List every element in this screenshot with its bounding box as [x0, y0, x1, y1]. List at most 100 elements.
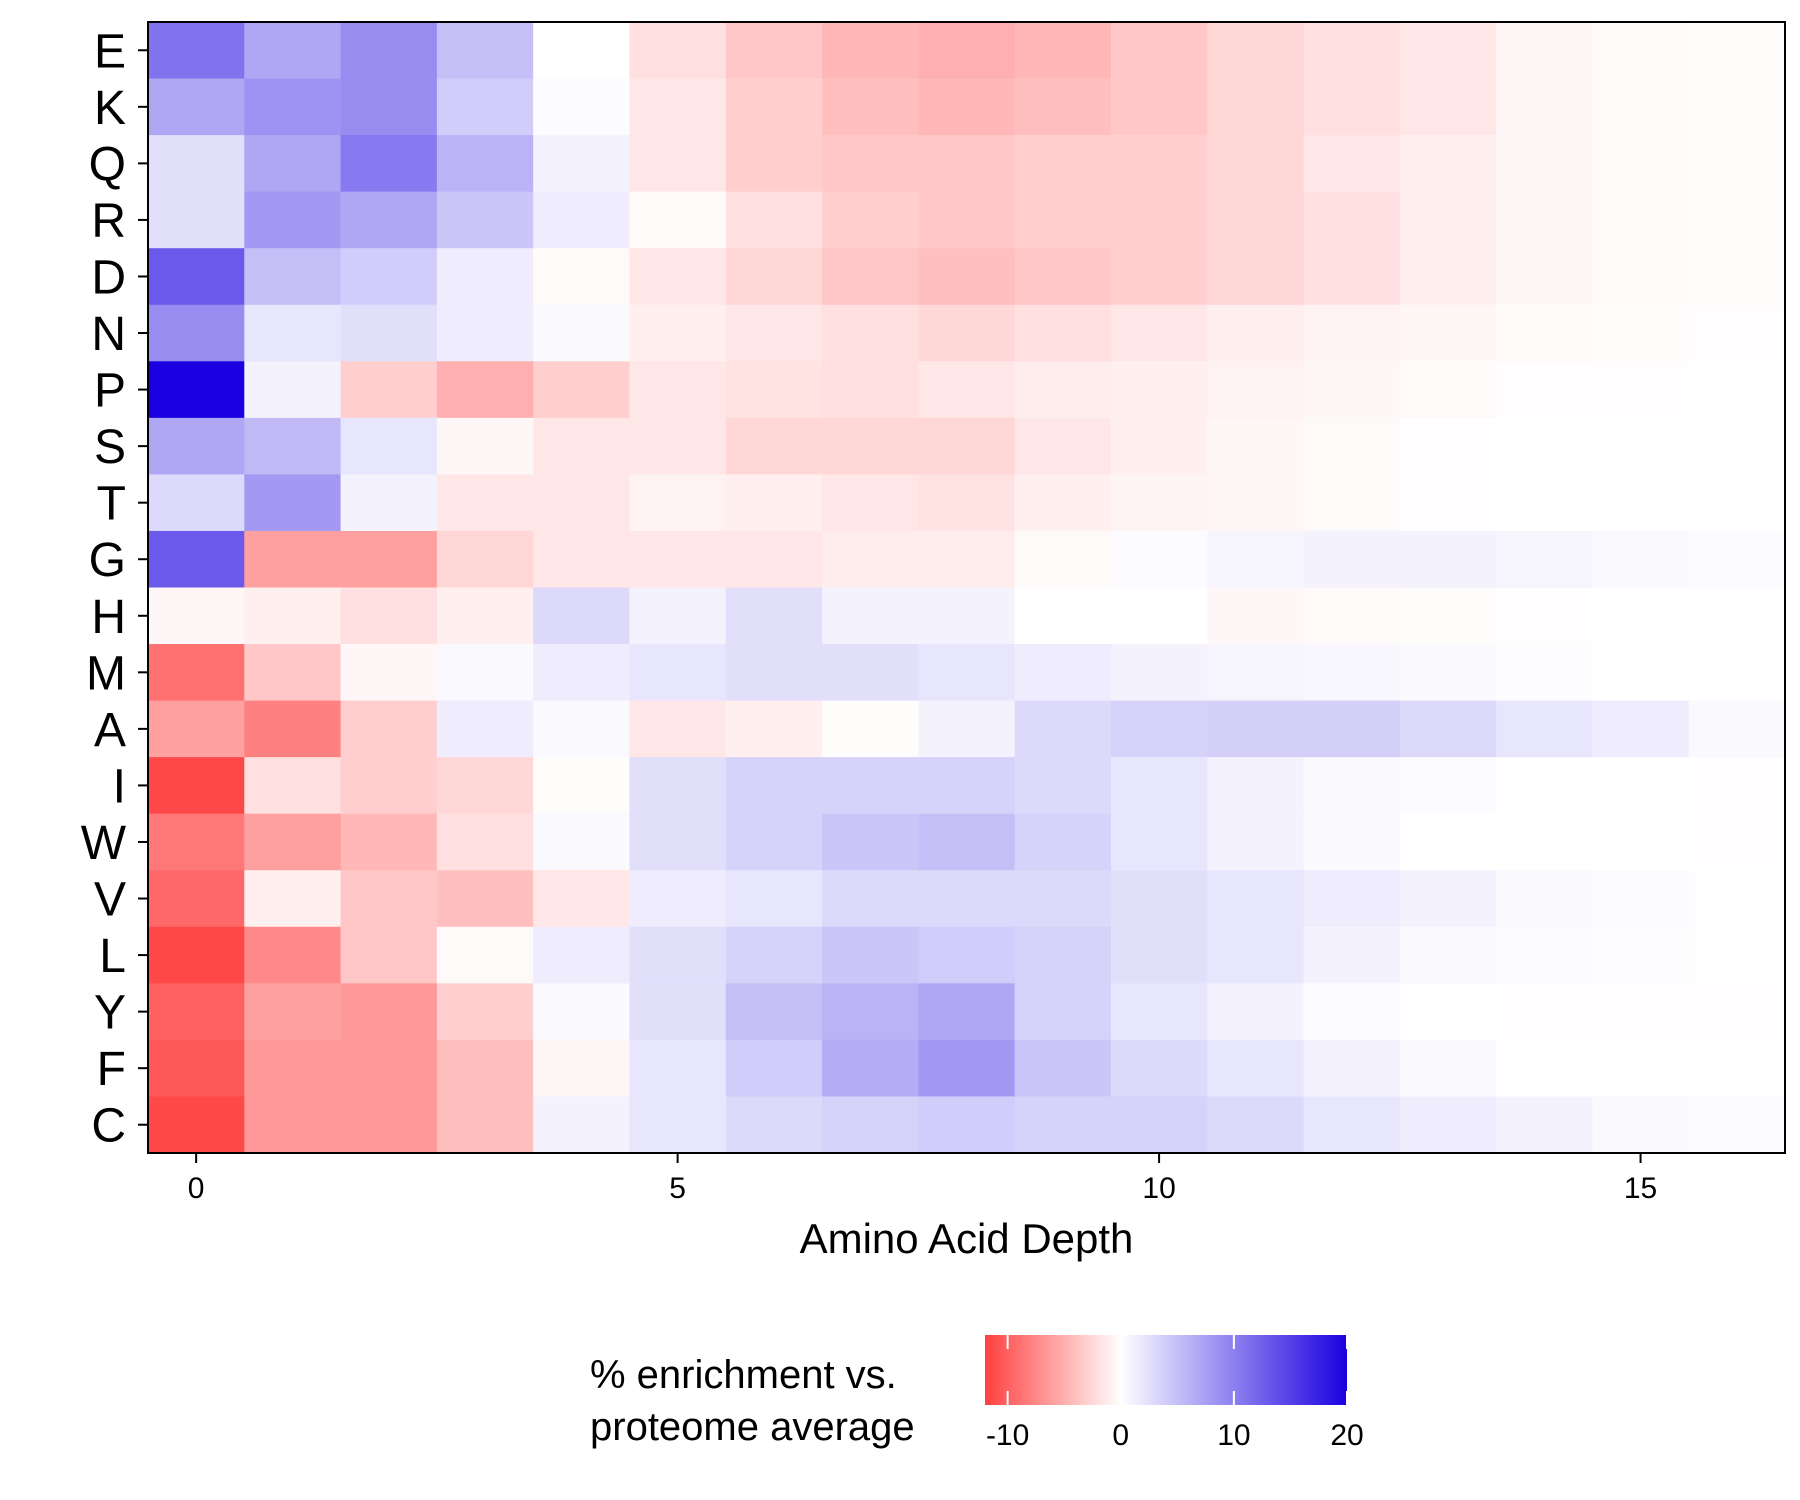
heatmap-cell-A-7 — [822, 700, 919, 758]
heatmap-cell-E-13 — [1399, 22, 1497, 80]
y-tick-label-N: N — [91, 308, 126, 361]
heatmap-cell-P-4 — [533, 361, 631, 419]
heatmap-cell-G-5 — [629, 530, 727, 589]
heatmap-cell-S-11 — [1207, 417, 1305, 475]
heatmap-cell-Y-1 — [244, 983, 342, 1041]
heatmap-cell-G-11 — [1207, 530, 1305, 589]
heatmap-cell-Q-11 — [1207, 135, 1305, 193]
heatmap-cell-V-10 — [1110, 870, 1208, 928]
heatmap-cell-R-13 — [1399, 191, 1497, 249]
heatmap-cell-E-2 — [340, 22, 438, 80]
y-tick-label-Y: Y — [94, 987, 126, 1040]
heatmap-cell-Q-3 — [436, 135, 534, 193]
heatmap-cell-D-0 — [148, 248, 245, 306]
heatmap-cell-D-15 — [1592, 248, 1690, 306]
heatmap-cell-K-13 — [1399, 78, 1497, 136]
heatmap-cell-W-11 — [1207, 813, 1305, 871]
heatmap-cell-T-9 — [1014, 474, 1112, 532]
heatmap-cell-T-12 — [1303, 474, 1401, 532]
y-tick-label-Q: Q — [89, 138, 126, 191]
y-tick-label-M: M — [86, 647, 126, 700]
heatmap-cell-K-2 — [340, 78, 438, 136]
heatmap-cell-K-14 — [1496, 78, 1594, 136]
x-tick-label-0: 0 — [188, 1172, 205, 1205]
heatmap-cell-W-1 — [244, 813, 342, 871]
heatmap-cell-R-9 — [1014, 191, 1112, 249]
heatmap-cell-Y-8 — [918, 983, 1016, 1041]
heatmap-cell-K-11 — [1207, 78, 1305, 136]
heatmap-cell-D-9 — [1014, 248, 1112, 306]
heatmap-cell-C-8 — [918, 1096, 1016, 1154]
heatmap-cell-L-9 — [1014, 926, 1112, 984]
heatmap-cell-P-6 — [725, 361, 823, 419]
heatmap-cell-Y-16 — [1688, 983, 1786, 1041]
heatmap-cell-N-9 — [1014, 304, 1112, 362]
heatmap-cell-A-15 — [1592, 700, 1690, 758]
heatmap-cell-W-15 — [1592, 813, 1690, 871]
heatmap-cell-Y-6 — [725, 983, 823, 1041]
heatmap-cell-Y-10 — [1110, 983, 1208, 1041]
heatmap-cell-H-13 — [1399, 587, 1497, 645]
heatmap-cell-N-8 — [918, 304, 1016, 362]
heatmap-cell-Q-5 — [629, 135, 727, 193]
heatmap-cell-P-12 — [1303, 361, 1401, 419]
heatmap-cell-A-12 — [1303, 700, 1401, 758]
y-tick-label-W: W — [81, 817, 127, 870]
heatmap-cell-D-13 — [1399, 248, 1497, 306]
heatmap-cell-V-4 — [533, 870, 631, 928]
heatmap-cell-I-0 — [148, 757, 245, 815]
heatmap-cell-S-1 — [244, 417, 342, 475]
heatmap-cell-D-11 — [1207, 248, 1305, 306]
heatmap-cell-C-5 — [629, 1096, 727, 1154]
heatmap-cell-T-2 — [340, 474, 438, 532]
heatmap-cell-E-12 — [1303, 22, 1401, 80]
heatmap-cell-H-8 — [918, 587, 1016, 645]
heatmap-cell-T-0 — [148, 474, 245, 532]
heatmap-cell-K-15 — [1592, 78, 1690, 136]
y-tick-label-G: G — [89, 534, 126, 587]
heatmap-cell-M-11 — [1207, 644, 1305, 702]
heatmap-cell-C-1 — [244, 1096, 342, 1154]
heatmap-cell-E-7 — [822, 22, 919, 80]
colorbar-legend: % enrichment vs. proteome average -10 0 10… — [590, 1335, 1364, 1452]
heatmap-cell-I-13 — [1399, 757, 1497, 815]
heatmap-cell-S-16 — [1688, 417, 1786, 475]
heatmap-cell-C-7 — [822, 1096, 919, 1154]
heatmap-cell-V-14 — [1496, 870, 1594, 928]
heatmap-cell-M-12 — [1303, 644, 1401, 702]
heatmap-cell-R-12 — [1303, 191, 1401, 249]
heatmap-cell-K-5 — [629, 78, 727, 136]
heatmap-cell-W-10 — [1110, 813, 1208, 871]
heatmap-cell-W-0 — [148, 813, 245, 871]
heatmap-cell-V-9 — [1014, 870, 1112, 928]
heatmap-cell-E-16 — [1688, 22, 1786, 80]
y-tick-label-K: K — [94, 82, 126, 135]
heatmap-cell-F-13 — [1399, 1039, 1497, 1098]
heatmap-cell-L-11 — [1207, 926, 1305, 984]
heatmap-cell-N-4 — [533, 304, 631, 362]
heatmap-cell-T-11 — [1207, 474, 1305, 532]
heatmap-cell-Y-5 — [629, 983, 727, 1041]
heatmap-cell-I-9 — [1014, 757, 1112, 815]
heatmap-cell-P-7 — [822, 361, 919, 419]
heatmap-cell-P-16 — [1688, 361, 1786, 419]
heatmap-cell-Y-9 — [1014, 983, 1112, 1041]
heatmap-cell-W-12 — [1303, 813, 1401, 871]
heatmap-cell-T-1 — [244, 474, 342, 532]
heatmap-cell-N-5 — [629, 304, 727, 362]
heatmap-cell-T-16 — [1688, 474, 1786, 532]
heatmap-cell-G-14 — [1496, 530, 1594, 589]
heatmap-cell-L-1 — [244, 926, 342, 984]
heatmap-cell-G-0 — [148, 530, 245, 589]
heatmap-cell-G-2 — [340, 530, 438, 589]
x-tick-label-15: 15 — [1624, 1172, 1657, 1205]
heatmap-cell-Q-15 — [1592, 135, 1690, 193]
heatmap-cell-I-11 — [1207, 757, 1305, 815]
heatmap-cell-H-15 — [1592, 587, 1690, 645]
heatmap-cells — [148, 22, 1786, 1154]
heatmap-cell-I-1 — [244, 757, 342, 815]
y-tick-label-V: V — [94, 874, 126, 927]
y-tick-label-T: T — [97, 478, 126, 531]
heatmap-cell-H-12 — [1303, 587, 1401, 645]
heatmap-cell-H-16 — [1688, 587, 1786, 645]
